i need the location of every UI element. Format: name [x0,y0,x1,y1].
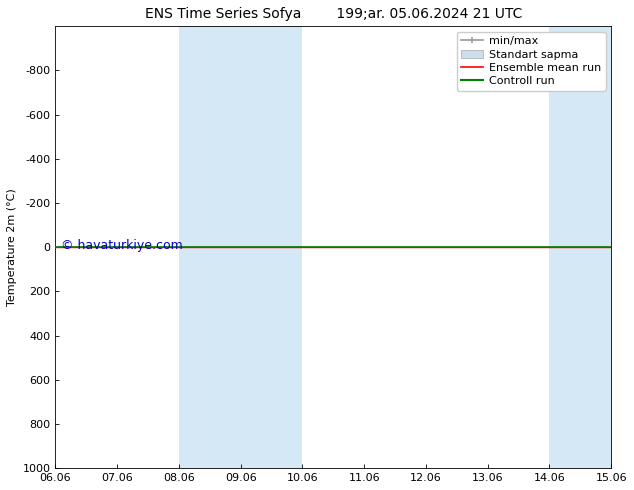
Bar [179,26,302,468]
Title: ENS Time Series Sofya        199;ar. 05.06.2024 21 UTC: ENS Time Series Sofya 199;ar. 05.06.2024… [145,7,522,21]
Legend: min/max, Standart sapma, Ensemble mean run, Controll run: min/max, Standart sapma, Ensemble mean r… [456,32,605,91]
Text: © havaturkiye.com: © havaturkiye.com [61,239,183,251]
Bar [550,26,611,468]
Y-axis label: Temperature 2m (°C): Temperature 2m (°C) [7,188,17,306]
